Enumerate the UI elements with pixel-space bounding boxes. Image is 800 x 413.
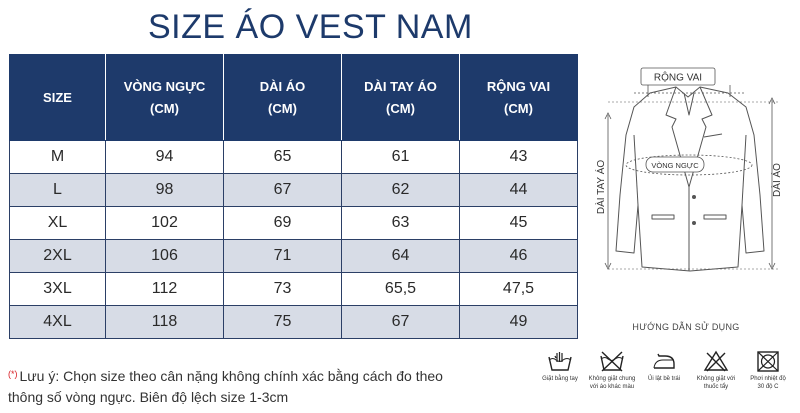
care-item: Ủi lật bề trái xyxy=(636,350,692,383)
care-item: Giặt bằng tay xyxy=(532,350,588,383)
cell-length: 73 xyxy=(223,272,342,306)
cell-size: M xyxy=(9,140,106,174)
dry-icon xyxy=(757,351,779,372)
cell-sleeve: 61 xyxy=(341,140,460,174)
care-label: Không giặt với xyxy=(696,376,736,382)
vest-outline xyxy=(615,86,765,272)
cell-shoulder: 47,5 xyxy=(459,272,578,306)
cell-chest: 94 xyxy=(105,140,224,174)
header-sleeve: DÀI TAY ÁO (CM) xyxy=(341,54,460,141)
header-chest: VÒNG NGỰC (CM) xyxy=(105,54,224,141)
hand-wash-icon xyxy=(548,352,572,371)
vest-buttons xyxy=(692,195,696,225)
right-length-label: DÀI ÁO xyxy=(770,163,783,197)
cell-length: 75 xyxy=(223,305,342,339)
cell-length: 69 xyxy=(223,206,342,240)
note-line-2: thông số vòng ngực. Biên độ lệch size 1-… xyxy=(8,389,289,405)
table-row: M 94 65 61 43 xyxy=(9,140,578,174)
care-label: Phơi nhiệt độ xyxy=(750,376,786,382)
usage-guide-title: HƯỚNG DẪN SỬ DỤNG xyxy=(632,322,740,332)
cell-shoulder: 43 xyxy=(459,140,578,174)
cell-sleeve: 63 xyxy=(341,206,460,240)
cell-chest: 102 xyxy=(105,206,224,240)
cell-chest: 98 xyxy=(105,173,224,207)
cell-size: L xyxy=(9,173,106,207)
header-shoulder: RỘNG VAI (CM) xyxy=(459,54,578,141)
chest-label: VÒNG NGỰC xyxy=(651,161,699,170)
care-instructions: Giặt bằng tay Không giặt chung với áo khá… xyxy=(532,350,797,410)
cell-shoulder: 49 xyxy=(459,305,578,339)
cell-size: 2XL xyxy=(9,239,106,273)
cell-chest: 118 xyxy=(105,305,224,339)
cell-sleeve: 62 xyxy=(341,173,460,207)
table-row: 4XL 118 75 67 49 xyxy=(9,305,578,339)
table-row: 3XL 112 73 65,5 47,5 xyxy=(9,272,578,306)
iron-icon xyxy=(653,353,675,369)
shoulder-label-box xyxy=(640,67,716,86)
cell-length: 71 xyxy=(223,239,342,273)
care-item: Phơi nhiệt độ 30 độ C xyxy=(740,350,796,391)
header-size: SIZE xyxy=(9,54,106,141)
cell-chest: 112 xyxy=(105,272,224,306)
vest-measurement-diagram: RỘNG VAI VÒNG NGỰC DÀI TAY ÁO DÀI ÁO xyxy=(594,67,783,272)
page-title: SIZE ÁO VEST NAM xyxy=(148,8,473,46)
cell-size: 3XL xyxy=(9,272,106,306)
note-marker: (*) xyxy=(8,369,18,379)
care-label: với áo khác màu xyxy=(589,384,635,390)
care-label: 30 độ C xyxy=(757,384,779,390)
size-note: (*) Lưu ý: Chọn size theo cân nặng không … xyxy=(8,366,528,408)
cell-sleeve: 67 xyxy=(341,305,460,339)
cell-shoulder: 44 xyxy=(459,173,578,207)
care-item: Không giặt chung với áo khác màu xyxy=(584,350,640,391)
left-length-label: DÀI TAY ÁO xyxy=(594,160,607,214)
care-item: Không giặt với thuốc tẩy xyxy=(688,350,744,391)
shoulder-label: RỘNG VAI xyxy=(654,71,702,84)
size-table: SIZE VÒNG NGỰC (CM) DÀI ÁO (CM) DÀI TAY ÁO… xyxy=(9,54,578,339)
header-length: DÀI ÁO (CM) xyxy=(223,54,342,141)
cell-shoulder: 45 xyxy=(459,206,578,240)
care-label: thuốc tẩy xyxy=(703,384,729,390)
cell-size: 4XL xyxy=(9,305,106,339)
care-label: Không giặt chung xyxy=(588,376,636,382)
table-row: 2XL 106 71 64 46 xyxy=(9,239,578,273)
note-line-1: Lưu ý: Chọn size theo cân nặng không chí… xyxy=(19,368,443,384)
table-header-row: SIZE VÒNG NGỰC (CM) DÀI ÁO (CM) DÀI TAY ÁO… xyxy=(9,54,578,141)
cell-length: 67 xyxy=(223,173,342,207)
cell-shoulder: 46 xyxy=(459,239,578,273)
table-row: XL 102 69 63 45 xyxy=(9,206,578,240)
cell-chest: 106 xyxy=(105,239,224,273)
cell-sleeve: 64 xyxy=(341,239,460,273)
cell-length: 65 xyxy=(223,140,342,174)
care-label: Ủi lật bề trái xyxy=(647,376,680,382)
care-label: Giặt bằng tay xyxy=(542,376,578,382)
cell-size: XL xyxy=(9,206,106,240)
no-wash-icon xyxy=(600,351,624,372)
no-bleach-icon xyxy=(703,350,729,372)
chest-label-box xyxy=(645,156,705,173)
cell-sleeve: 65,5 xyxy=(341,272,460,306)
table-row: L 98 67 62 44 xyxy=(9,173,578,207)
